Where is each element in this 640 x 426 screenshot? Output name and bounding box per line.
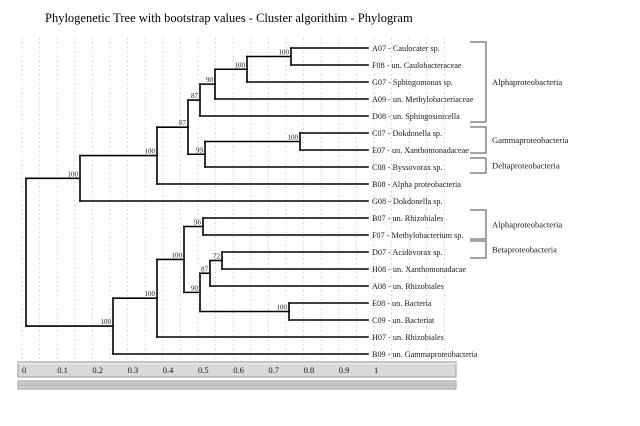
bootstrap-value: 90 (206, 76, 214, 84)
taxon-label: C07 - Dokdonella sp. (372, 129, 442, 138)
bootstrap-value: 96 (194, 219, 202, 227)
group-bracket (470, 240, 487, 259)
chart-title: Phylogenetic Tree with bootstrap values … (45, 11, 413, 25)
group-bracket (470, 126, 487, 154)
axis-tick-label: 0.4 (163, 365, 174, 375)
bootstrap-value: 100 (279, 49, 290, 57)
bootstrap-value: 87 (191, 92, 199, 100)
bootstrap-value: 100 (288, 134, 299, 142)
group-bracket (470, 41, 487, 123)
bootstrap-value: 87 (179, 119, 187, 127)
taxon-label: C08 - Byssovorax sp. (372, 163, 443, 172)
taxon-label: A09 - un. Methylobacteriaceae (372, 95, 474, 104)
group-label: Gammaproteobacteria (492, 135, 569, 145)
group-label: Betaproteobacteria (492, 245, 557, 255)
taxon-label: D08 - un. Sphingosinicella (372, 112, 460, 121)
taxon-label: G07 - Sphingomonas sp. (372, 78, 453, 87)
axis-tick-label: 0.7 (268, 365, 279, 375)
bootstrap-value: 87 (201, 265, 209, 273)
taxon-label: F08 - un. Caulobacteraceae (372, 61, 462, 70)
bootstrap-value: 90 (191, 284, 199, 292)
bootstrap-value: 72 (213, 253, 221, 261)
axis-tick-label: 0.8 (304, 365, 315, 375)
taxon-label: B07 - un. Rhizobiales (372, 214, 443, 223)
bootstrap-value: 100 (68, 170, 79, 178)
group-label: Deltaproteobacteria (492, 161, 560, 171)
taxon-label: H07 - un. Rhizobiales (372, 333, 444, 342)
taxon-label: D07 - Acidovorax sp. (372, 248, 443, 257)
axis-tick-label: 1 (374, 365, 378, 375)
scale-axis-bar (17, 361, 457, 378)
bootstrap-value: 100 (101, 318, 112, 326)
bootstrap-value: 100 (235, 61, 246, 69)
axis-tick-label: 0.5 (198, 365, 209, 375)
taxon-label: E08 - un. Bacteria (372, 299, 432, 308)
taxon-label: G08 - Dokdonella sp. (372, 197, 443, 206)
axis-tick-label: 0.6 (233, 365, 244, 375)
axis-tick-label: 0.9 (339, 365, 350, 375)
taxon-label: A07 - Caulocater sp. (372, 44, 440, 53)
bootstrap-value: 100 (277, 304, 288, 312)
taxon-label: A08 - un. Rhizobiales (372, 282, 444, 291)
taxon-label: F07 - Methylobacterium sp. (372, 231, 463, 240)
taxon-label: B09 - un. Gammaproteobacteria (372, 350, 478, 359)
axis-tick-label: 0.2 (92, 365, 103, 375)
bootstrap-value: 99 (196, 146, 204, 154)
axis-tick-label: 0.3 (128, 365, 139, 375)
taxon-label: H08 - un. Xanthomonadacae (372, 265, 466, 274)
taxon-label: E07 - un. Xanthomonadaceae (372, 146, 469, 155)
bootstrap-value: 100 (145, 148, 156, 156)
bootstrap-value: 100 (172, 251, 183, 259)
axis-tick-label: 0 (22, 365, 26, 375)
group-label: Alphaproteobacteria (492, 220, 562, 230)
taxon-label: B08 - Alpha proteobacteria (372, 180, 461, 189)
taxon-label: C09 - un. Bacteriat (372, 316, 435, 325)
group-bracket (470, 157, 487, 174)
axis-tick-label: 0.1 (57, 365, 68, 375)
group-label: Alphaproteobacteria (492, 77, 562, 87)
bootstrap-value: 100 (145, 290, 156, 298)
group-bracket (470, 209, 487, 240)
scrollbar-thumb[interactable] (19, 382, 455, 388)
